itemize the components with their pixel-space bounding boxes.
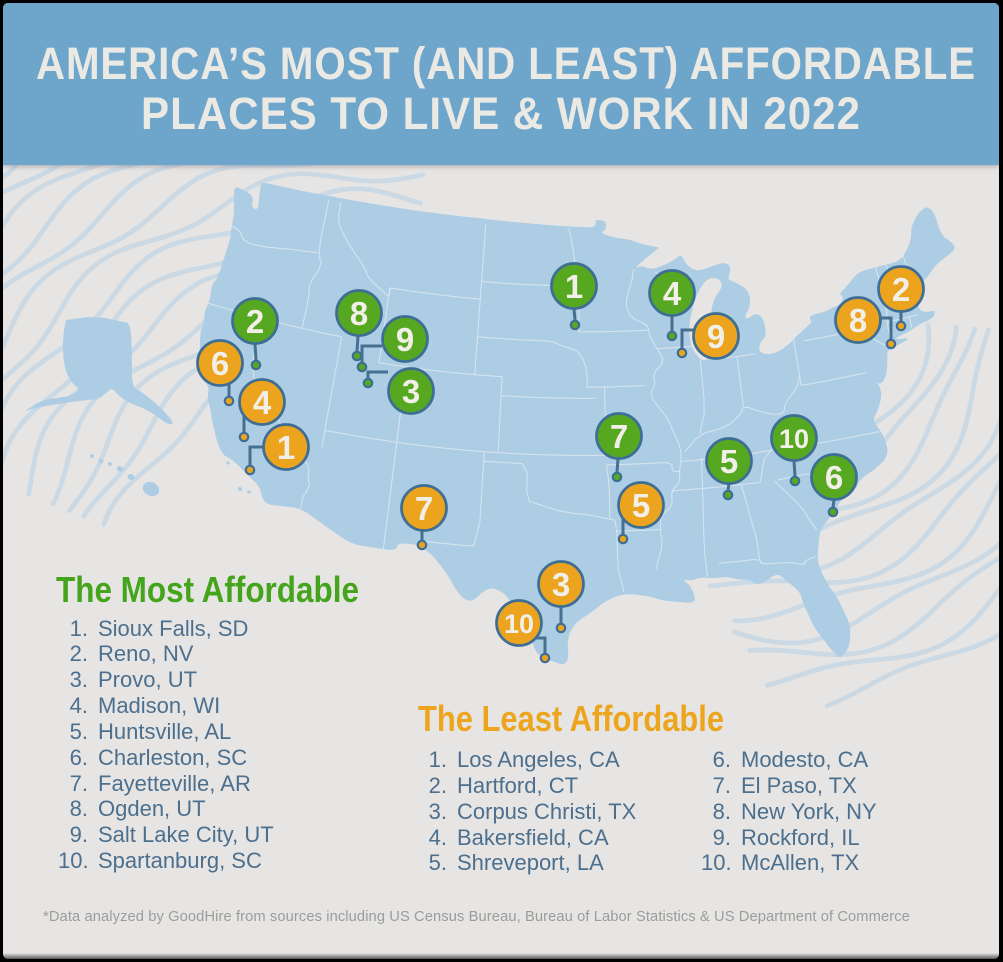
svg-text:4: 4	[253, 384, 272, 421]
svg-text:10: 10	[504, 609, 534, 639]
svg-text:5: 5	[632, 487, 650, 524]
svg-text:7: 7	[610, 418, 628, 455]
svg-text:7: 7	[415, 490, 433, 527]
svg-text:2: 2	[246, 303, 264, 340]
svg-text:4: 4	[663, 275, 682, 312]
svg-text:6: 6	[211, 345, 229, 382]
svg-text:8: 8	[849, 302, 867, 339]
svg-text:3: 3	[402, 373, 420, 410]
svg-text:6: 6	[825, 459, 843, 496]
svg-text:3: 3	[552, 566, 570, 603]
svg-text:1: 1	[277, 429, 295, 466]
svg-text:10: 10	[779, 424, 809, 454]
svg-text:8: 8	[350, 295, 368, 332]
svg-text:9: 9	[396, 321, 414, 358]
svg-text:5: 5	[720, 443, 738, 480]
svg-text:1: 1	[565, 268, 583, 305]
svg-text:2: 2	[892, 271, 910, 308]
svg-text:9: 9	[707, 318, 725, 355]
